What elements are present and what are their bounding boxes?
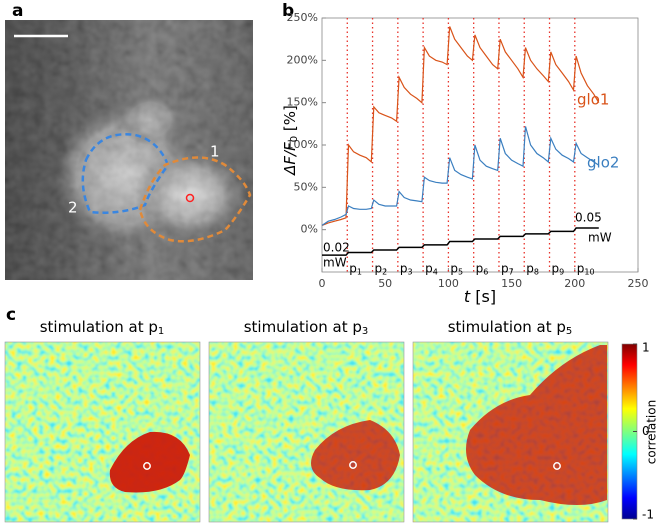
- heatmap-hotspot: [466, 345, 607, 505]
- heatmap-title: stimulation at p1: [40, 318, 165, 338]
- stimulation-site: [553, 462, 561, 470]
- x-tick-label: 250: [628, 277, 649, 290]
- stimulus-label: p6: [476, 261, 489, 276]
- annotation: 0.02: [323, 241, 350, 255]
- x-tick-label: 200: [564, 277, 585, 290]
- stimulus-label: p8: [526, 261, 539, 276]
- heatmap-frame: [208, 341, 405, 523]
- colorbar-tick-label: 0: [642, 424, 650, 438]
- heatmap-frame: [412, 341, 609, 523]
- region-label: 2: [68, 199, 78, 217]
- annotation: 0.05: [575, 211, 602, 225]
- stimulus-label: p7: [501, 261, 514, 276]
- series-line: [322, 227, 599, 256]
- series-label: glo2: [587, 154, 619, 172]
- y-tick-label: 0%: [301, 223, 318, 236]
- colorbar-label: correlation: [645, 400, 659, 464]
- y-tick-label: 200%: [287, 53, 318, 66]
- heatmap-title: stimulation at p5: [448, 318, 573, 338]
- x-tick-label: 50: [378, 277, 392, 290]
- y-tick-label: 250%: [287, 11, 318, 24]
- series-line: [321, 126, 600, 226]
- series-label: glo1: [577, 91, 609, 109]
- y-axis-label: ΔF/F0 [%]: [281, 105, 301, 176]
- colorbar-tick-label: 1: [642, 341, 650, 355]
- heatmaps: stimulation at p1 stimulation at p3 stimul…: [4, 318, 659, 523]
- x-axis-label: t [s]: [464, 287, 496, 306]
- stimulus-label: p9: [552, 261, 565, 276]
- y-tick-label: 50%: [294, 180, 318, 193]
- series-line: [321, 26, 600, 226]
- colorbar-tick-label: -1: [642, 508, 654, 522]
- heatmap: [5, 342, 200, 522]
- panel-label: c: [6, 305, 16, 325]
- line-chart: 0 50 100 150 200 250 0% 50% 100% 150% 200% 250% p1 p2…: [281, 11, 649, 306]
- x-tick-label: 100: [438, 277, 459, 290]
- heatmap-frame: [4, 341, 201, 523]
- stimulus-label: p4: [425, 261, 438, 276]
- panel-label: b: [282, 1, 294, 21]
- stimulus-label: p10: [577, 261, 595, 276]
- stimulation-site: [349, 461, 357, 469]
- x-tick-label: 0: [319, 277, 326, 290]
- region-outline: [81, 133, 170, 214]
- region-label: 1: [210, 143, 220, 161]
- plot-area: [321, 17, 639, 273]
- x-tick-label: 150: [501, 277, 522, 290]
- heatmap-hotspot: [311, 420, 400, 491]
- stimulus-label: p3: [400, 261, 413, 276]
- stimulation-site: [143, 462, 151, 470]
- stimulus-label: p5: [450, 261, 463, 276]
- heatmap-hotspot: [109, 431, 190, 493]
- heatmap-title: stimulation at p3: [244, 318, 369, 338]
- panel-label: a: [12, 1, 23, 21]
- y-tick-label: 150%: [287, 96, 318, 109]
- stimulus-label: p2: [375, 261, 388, 276]
- annotation: mW: [323, 256, 347, 270]
- stimulation-site: [185, 193, 195, 203]
- stimulus-label: p1: [349, 261, 362, 276]
- y-tick-label: 100%: [287, 138, 318, 151]
- region-outline: [138, 156, 252, 243]
- annotation: mW: [588, 231, 612, 245]
